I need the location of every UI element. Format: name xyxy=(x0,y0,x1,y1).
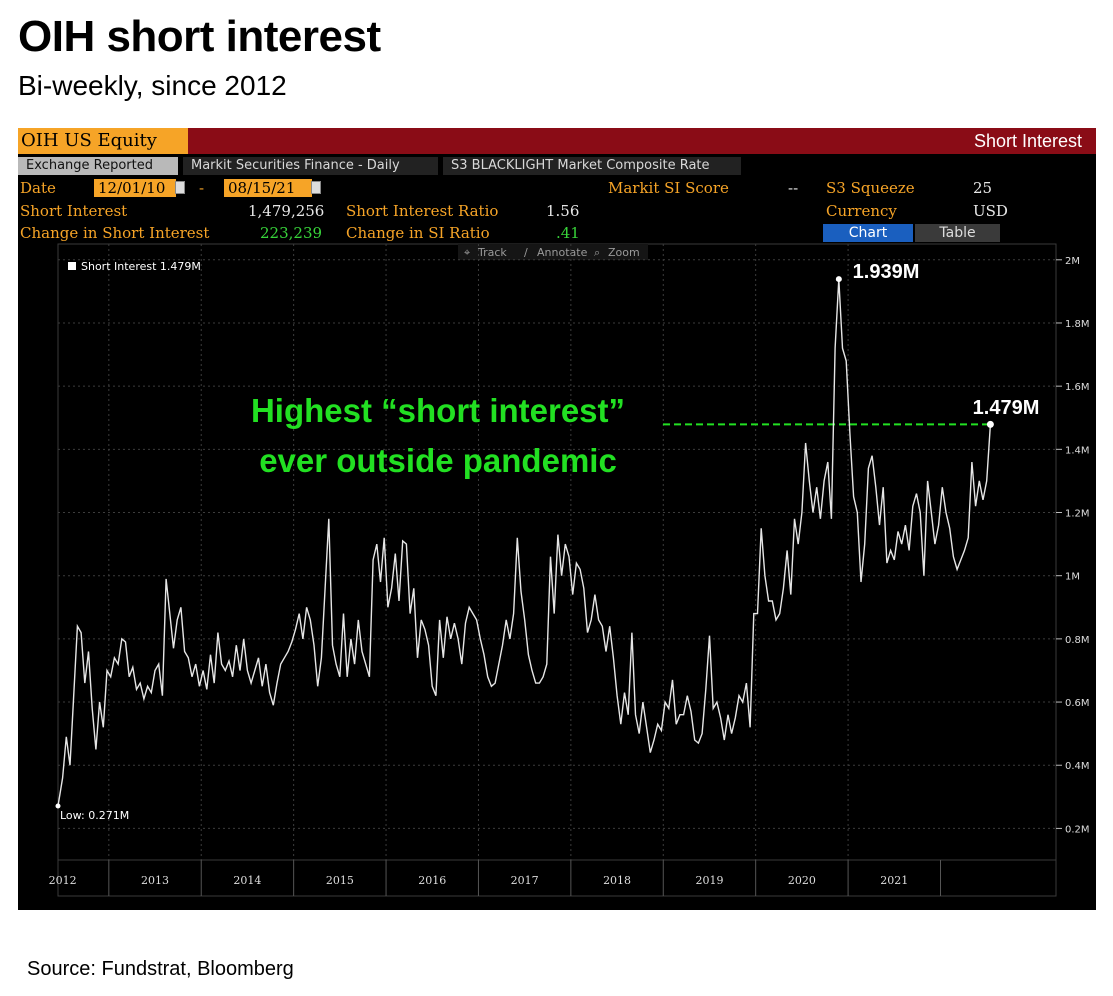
page-title: OIH short interest xyxy=(18,12,381,61)
source-note: Source: Fundstrat, Bloomberg xyxy=(27,958,294,980)
date-from-field[interactable]: 12/01/10 xyxy=(94,179,176,197)
y-tick-label: 1M xyxy=(1065,572,1080,583)
short-interest-value: 1,479,256 xyxy=(248,202,325,220)
last-value-label: 1.479M xyxy=(973,397,1040,419)
peak-point xyxy=(835,276,842,283)
peak-label: 1.939M xyxy=(853,261,920,283)
markit-si-score-label: Markit SI Score xyxy=(608,179,729,197)
legend-swatch xyxy=(68,262,76,270)
y-tick-label: 1.2M xyxy=(1065,509,1090,520)
series-line-short-interest xyxy=(57,279,992,807)
s3-squeeze-value: 25 xyxy=(973,179,993,197)
zoom-tool[interactable]: Zoom xyxy=(608,246,640,259)
change-si-ratio-label: Change in SI Ratio xyxy=(346,224,490,242)
grid xyxy=(58,244,1056,860)
ticker-bar xyxy=(18,128,1096,154)
x-tick-label: 2014 xyxy=(233,874,261,887)
track-icon[interactable]: ⌖ xyxy=(464,246,470,259)
annotate-tool[interactable]: Annotate xyxy=(537,246,588,259)
chart-view-button[interactable]: Chart xyxy=(823,224,913,242)
annotate-icon[interactable]: ∕ xyxy=(524,246,528,259)
table-view-button[interactable]: Table xyxy=(915,224,1000,242)
short-interest-ratio-label: Short Interest Ratio xyxy=(346,202,499,220)
x-tick-label: 2016 xyxy=(418,874,446,887)
tab-markit[interactable]: Markit Securities Finance - Daily xyxy=(183,157,438,175)
y-tick-label: 1.4M xyxy=(1065,445,1090,456)
y-tick-label: 0.6M xyxy=(1065,698,1090,709)
annotation-marks xyxy=(55,276,994,809)
x-tick-label: 2015 xyxy=(326,874,354,887)
y-tick-label: 1.6M xyxy=(1065,382,1090,393)
short-interest-label: Short Interest xyxy=(20,202,128,220)
x-axis: 2012 2013 2014 2015 2016 2017 2018 2019 2020 2021 xyxy=(49,859,1057,897)
legend-entry: Short Interest 1.479M xyxy=(81,260,201,273)
y-tick-label: 0.8M xyxy=(1065,635,1090,646)
bloomberg-terminal-panel: OIH US Equity Short Interest Exchange Re… xyxy=(18,128,1096,910)
last-point xyxy=(986,420,994,428)
y-tick-label: 1.8M xyxy=(1065,319,1090,330)
x-tick-label: 2021 xyxy=(880,874,908,887)
y-tick-label: 2M xyxy=(1065,256,1080,267)
y-tick-label: 0.2M xyxy=(1065,824,1090,835)
calendar-icon[interactable] xyxy=(175,181,185,194)
short-interest-chart[interactable]: ⌖ Track ∕ Annotate ⌕ Zoom 0.2M0.4M0.6M0.… xyxy=(18,128,1096,910)
date-to-field[interactable]: 08/15/21 xyxy=(224,179,312,197)
zoom-icon[interactable]: ⌕ xyxy=(594,246,600,259)
short-interest-ratio-value: 1.56 xyxy=(546,202,580,220)
tab-exchange-reported[interactable]: Exchange Reported xyxy=(18,157,178,175)
date-label: Date xyxy=(20,179,56,197)
x-tick-label: 2018 xyxy=(603,874,631,887)
markit-si-score-value: -- xyxy=(788,179,799,197)
calendar-icon[interactable] xyxy=(311,181,321,194)
x-tick-label: 2013 xyxy=(141,874,169,887)
date-separator: - xyxy=(199,179,205,197)
change-short-interest-label: Change in Short Interest xyxy=(20,224,210,242)
x-axis-band xyxy=(57,859,1057,897)
page-subtitle: Bi-weekly, since 2012 xyxy=(18,70,287,101)
headline-line-1: Highest “short interest” xyxy=(251,392,625,429)
y-tick-label: 0.4M xyxy=(1065,761,1090,772)
low-point xyxy=(55,803,61,809)
currency-value: USD xyxy=(973,202,1008,220)
currency-label: Currency xyxy=(826,202,897,220)
toolbar-bg xyxy=(458,244,648,260)
chart-toolbar: ⌖ Track ∕ Annotate ⌕ Zoom xyxy=(458,244,648,260)
x-tick-label: 2012 xyxy=(49,874,77,887)
x-tick-label: 2017 xyxy=(511,874,539,887)
change-short-interest-value: 223,239 xyxy=(260,224,323,242)
tab-s3-blacklight[interactable]: S3 BLACKLIGHT Market Composite Rate xyxy=(443,157,741,175)
ticker-field[interactable]: OIH US Equity xyxy=(18,128,188,154)
track-tool[interactable]: Track xyxy=(477,246,507,259)
x-tick-label: 2019 xyxy=(695,874,723,887)
headline-line-2: ever outside pandemic xyxy=(259,442,617,479)
panel-title: Short Interest xyxy=(973,131,1082,151)
y-axis: 0.2M 0.4M 0.6M 0.8M 1M 1.2M 1.4M 1.6M 1.8M 2M xyxy=(1056,256,1090,835)
change-si-ratio-value: .41 xyxy=(556,224,580,242)
low-label: Low: 0.271M xyxy=(60,809,129,822)
s3-squeeze-label: S3 Squeeze xyxy=(826,179,915,197)
x-tick-label: 2020 xyxy=(788,874,816,887)
